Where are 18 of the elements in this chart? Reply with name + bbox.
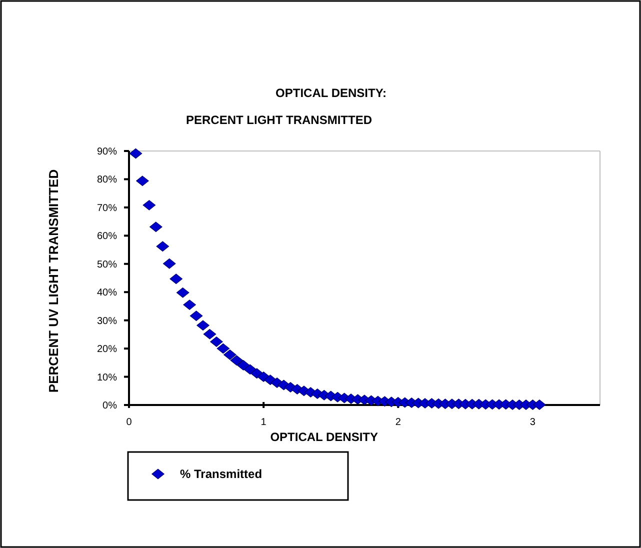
x-tick-label: 3 (530, 417, 536, 428)
y-tick-label: 20% (96, 344, 118, 356)
chart-title: OPTICAL DENSITY: PERCENT LIGHT TRANSMITTED (186, 86, 386, 127)
y-tick-label: 50% (96, 259, 118, 270)
y-tick-label: 80% (96, 174, 118, 186)
x-tick-label: 2 (395, 417, 402, 428)
y-tick-label: 0% (102, 400, 118, 412)
y-tick-label: 10% (96, 372, 118, 384)
y-tick-label: 30% (96, 316, 118, 327)
y-axis-title: PERCENT UV LIGHT TRANSMITTED (46, 169, 61, 393)
x-tick-label: 0 (126, 417, 132, 428)
legend-label: % Transmitted (180, 467, 262, 482)
y-tick-label: 60% (96, 231, 118, 242)
x-axis-title: OPTICAL DENSITY (270, 430, 378, 444)
y-tick-label: 40% (96, 288, 118, 299)
x-tick-label: 1 (260, 417, 267, 428)
y-tick-label: 70% (96, 202, 118, 214)
y-tick-label: 90% (96, 146, 118, 158)
